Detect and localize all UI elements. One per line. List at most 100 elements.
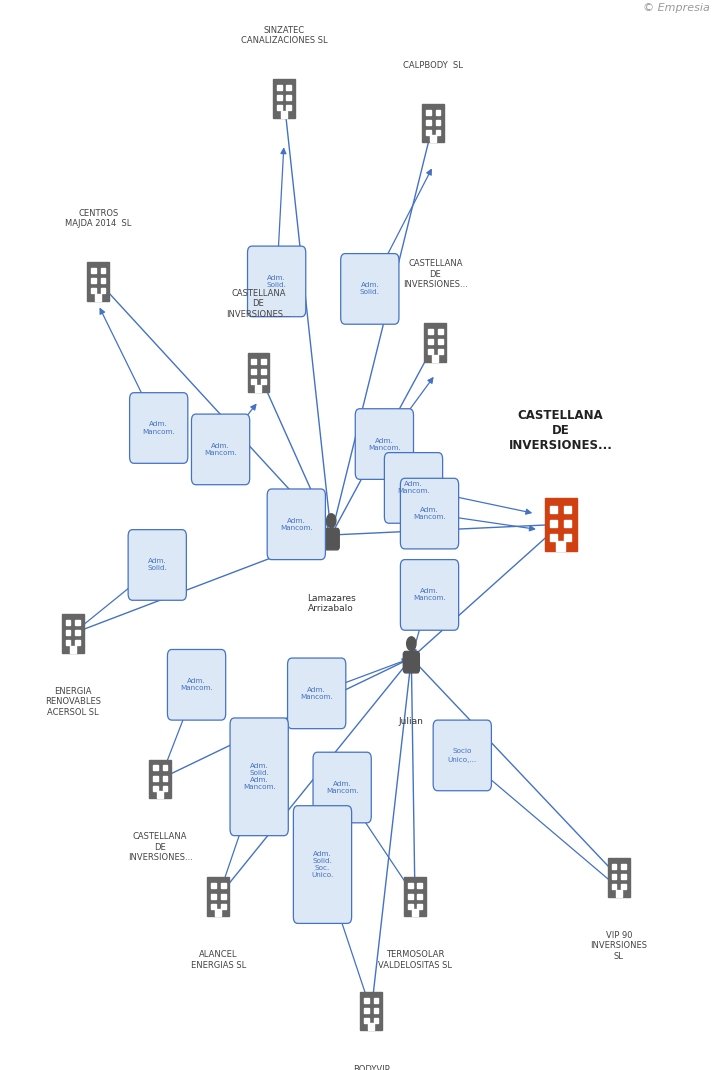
Text: VIP 90
INVERSIONES
SL: VIP 90 INVERSIONES SL (590, 931, 647, 961)
Bar (70, 646, 76, 653)
Bar (251, 369, 256, 374)
Text: Adm.
Solid.: Adm. Solid. (147, 559, 167, 571)
Bar (428, 349, 433, 354)
FancyBboxPatch shape (355, 409, 414, 479)
Bar (364, 997, 369, 1003)
Bar (207, 877, 229, 916)
FancyBboxPatch shape (293, 806, 352, 923)
Text: CASTELLANA
DE
INVERSIONES...: CASTELLANA DE INVERSIONES... (127, 832, 193, 862)
FancyBboxPatch shape (167, 649, 226, 720)
Text: Adm.
Solid.
Soc.
Único.: Adm. Solid. Soc. Único. (312, 851, 333, 878)
Bar (215, 910, 221, 916)
FancyBboxPatch shape (248, 246, 306, 317)
Bar (621, 884, 626, 889)
Bar (408, 883, 413, 888)
Bar (87, 262, 109, 301)
Bar (364, 1008, 369, 1013)
Bar (149, 760, 171, 798)
Bar (153, 765, 158, 770)
Bar (438, 339, 443, 345)
Bar (273, 79, 295, 118)
Bar (417, 883, 422, 888)
Bar (550, 506, 557, 513)
Bar (368, 1024, 374, 1030)
Bar (426, 129, 431, 135)
FancyBboxPatch shape (341, 254, 399, 324)
Text: © Empresia: © Empresia (643, 3, 710, 13)
Bar (550, 520, 557, 528)
Bar (66, 620, 71, 625)
Bar (261, 358, 266, 364)
Text: Adm.
Mancom.: Adm. Mancom. (280, 518, 312, 531)
Bar (417, 893, 422, 899)
Bar (608, 858, 630, 897)
Bar (408, 903, 413, 908)
Bar (211, 883, 216, 888)
Text: Socio
Único,...: Socio Único,... (448, 748, 477, 763)
Text: BODYVIP
CENTER  SL: BODYVIP CENTER SL (347, 1065, 395, 1070)
Bar (435, 129, 440, 135)
Bar (286, 95, 291, 101)
FancyBboxPatch shape (400, 560, 459, 630)
Text: Adm.
Mancom.: Adm. Mancom. (143, 422, 175, 434)
Text: CENTROS
MAJDA 2014  SL: CENTROS MAJDA 2014 SL (65, 209, 132, 228)
Bar (261, 369, 266, 374)
Bar (157, 792, 163, 798)
Bar (256, 385, 261, 392)
Bar (430, 136, 436, 142)
Bar (211, 903, 216, 908)
FancyBboxPatch shape (403, 652, 419, 673)
Bar (221, 903, 226, 908)
Bar (621, 863, 626, 869)
FancyBboxPatch shape (313, 752, 371, 823)
Bar (428, 339, 433, 345)
Bar (277, 85, 282, 90)
Text: ENERGIA
RENOVABLES
ACERSOL SL: ENERGIA RENOVABLES ACERSOL SL (45, 687, 100, 717)
Bar (66, 640, 71, 645)
Text: Adm.
Solid.: Adm. Solid. (266, 275, 287, 288)
Bar (281, 111, 287, 118)
Bar (277, 105, 282, 110)
Text: CASTELLANA
DE
INVERSIONES...: CASTELLANA DE INVERSIONES... (403, 259, 468, 289)
Bar (412, 910, 418, 916)
Bar (612, 863, 617, 869)
FancyBboxPatch shape (323, 529, 339, 550)
Bar (432, 355, 438, 362)
Bar (373, 1008, 379, 1013)
Text: Adm.
Mancom.: Adm. Mancom. (414, 507, 446, 520)
Bar (91, 268, 96, 273)
Bar (373, 1018, 379, 1023)
Bar (286, 85, 291, 90)
FancyBboxPatch shape (191, 414, 250, 485)
Bar (100, 288, 106, 293)
Bar (162, 785, 167, 791)
Bar (95, 294, 101, 301)
Text: Adm.
Solid.
Adm.
Mancom.: Adm. Solid. Adm. Mancom. (243, 763, 275, 791)
Text: Adm.
Mancom.: Adm. Mancom. (326, 781, 358, 794)
Bar (556, 541, 565, 551)
Bar (277, 95, 282, 101)
Bar (404, 877, 426, 916)
Bar (435, 120, 440, 125)
Bar (612, 874, 617, 880)
FancyBboxPatch shape (130, 393, 188, 463)
Bar (426, 120, 431, 125)
Bar (364, 1018, 369, 1023)
Bar (100, 278, 106, 284)
Bar (62, 614, 84, 653)
Bar (373, 997, 379, 1003)
Circle shape (407, 637, 416, 651)
FancyBboxPatch shape (128, 530, 186, 600)
Bar (162, 765, 167, 770)
FancyBboxPatch shape (400, 478, 459, 549)
Bar (564, 534, 571, 540)
Bar (100, 268, 106, 273)
Text: Adm.
Mancom.: Adm. Mancom. (414, 588, 446, 601)
Bar (438, 349, 443, 354)
Bar (550, 534, 557, 540)
Text: Adm.
Mancom.: Adm. Mancom. (205, 443, 237, 456)
Bar (408, 893, 413, 899)
FancyBboxPatch shape (230, 718, 288, 836)
Bar (91, 288, 96, 293)
Bar (422, 104, 444, 142)
